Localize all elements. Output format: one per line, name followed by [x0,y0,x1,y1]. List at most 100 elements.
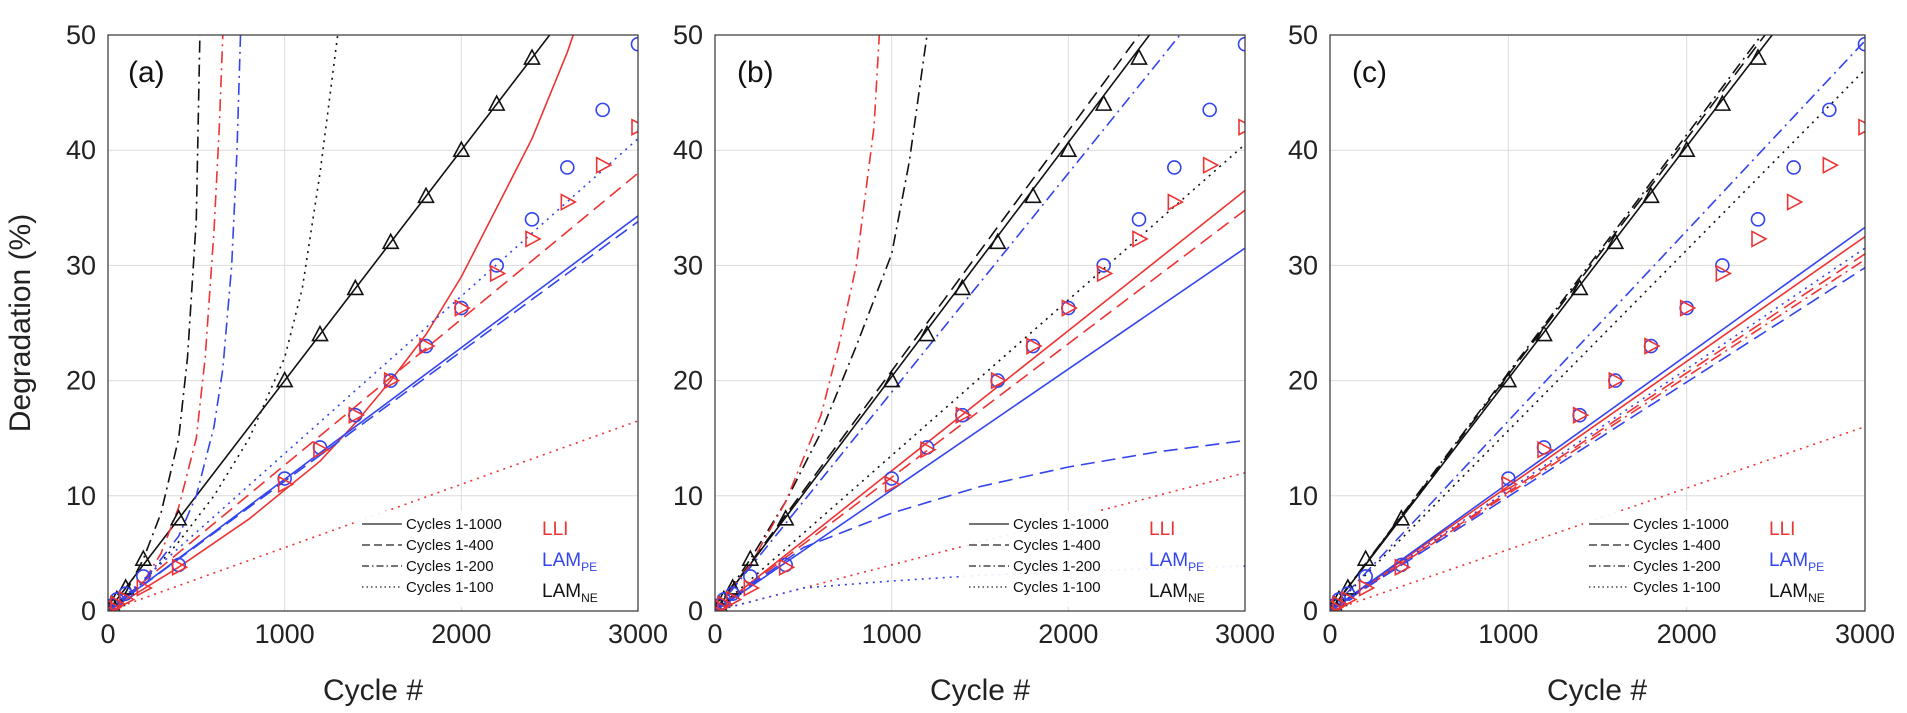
y-tick-label: 30 [66,250,96,280]
data-point [882,370,901,388]
series-line [715,35,881,611]
series-line [1330,69,1865,611]
series-line [108,35,242,611]
data-point [381,232,400,250]
x-tick-label: 1000 [255,619,315,649]
series-line [715,143,1245,611]
data-point [918,324,936,342]
data-point [1096,264,1114,283]
y-tick-label: 0 [81,596,96,626]
legend-line-label: Cycles 1-100 [1633,579,1721,596]
legend-line-label: Cycles 1-200 [1633,558,1721,575]
data-point [1572,406,1590,424]
legend-mechanism-label: LLI [1769,519,1795,540]
data-point [525,230,542,248]
data-point [1332,595,1349,611]
legend-mechanism-label: LLI [1149,519,1175,540]
y-tick-label: 20 [66,366,96,396]
data-point [1857,36,1865,52]
data-point [311,324,329,342]
data-point [988,232,1007,250]
data-point [1644,337,1661,355]
data-point [1537,440,1554,459]
data-point [920,440,937,459]
panel-a: 0 1000 2000 3000 0 10 20 30 40 50 (a) Cycle # Cyc… [66,20,668,707]
series-line [108,35,224,611]
data-point [108,601,114,611]
data-point [723,578,742,595]
data-point [990,371,1008,390]
data-point [523,48,541,65]
data-point [1786,193,1804,211]
data-point [277,475,295,494]
y-tick-label: 40 [66,135,96,165]
data-point [454,299,472,317]
series-line [1330,235,1865,611]
data-point [1713,94,1732,111]
series-line [108,172,638,611]
legend-line-label: Cycles 1-200 [1013,558,1101,575]
y-tick-label: 50 [66,20,96,50]
data-point [1822,102,1837,118]
data-point [560,160,575,175]
data-point [1237,36,1245,52]
data-point [1786,160,1801,175]
data-point [110,595,127,611]
data-point [313,440,330,459]
legend-box [356,511,636,607]
data-point [419,337,436,355]
x-tick-label: 3000 [608,619,668,649]
data-point [383,371,401,390]
data-point [560,193,578,211]
data-point [1330,605,1340,611]
x-axis-label: Cycle # [1547,674,1647,707]
data-point [1822,156,1840,175]
panel-c: 0 1000 2000 3000 0 10 20 30 40 50 (c) Cycle # Cyc… [1288,20,1895,707]
legend-line-label: Cycles 1-1000 [1013,516,1109,533]
plot-frame [1329,34,1866,612]
series-line [1330,35,1774,611]
data-point [171,558,189,577]
x-tick-label: 0 [1322,619,1337,649]
x-tick-label: 2000 [1657,619,1717,649]
data-point [717,595,734,611]
data-point [630,36,638,52]
panel-label: (b) [737,56,774,89]
data-point [1330,599,1345,611]
data-point [118,590,136,609]
y-tick-label: 30 [673,250,703,280]
data-point [1024,186,1042,204]
y-tick-label: 20 [673,366,703,396]
data-point [136,579,154,597]
series-line [1330,226,1865,611]
data-point [1608,371,1626,390]
legend-mechanism-label: LLI [542,519,568,540]
legend-line-label: Cycles 1-100 [1013,579,1101,596]
x-tick-label: 1000 [862,619,922,649]
series-line [1330,40,1865,611]
data-point [1131,212,1147,227]
legend-mechanism-label: LAMNE [1149,581,1205,605]
x-tick-label: 1000 [1478,619,1538,649]
legend-box [1583,511,1863,607]
y-tick-label: 0 [1303,596,1318,626]
data-point [108,599,123,611]
x-tick-label: 3000 [1215,619,1275,649]
x-tick-label: 0 [100,619,115,649]
series-line [715,35,1140,611]
series-line [715,35,1151,611]
data-point [1026,337,1043,355]
legend-line-label: Cycles 1-400 [1633,537,1721,554]
data-point [743,579,761,597]
panel-label: (a) [128,56,165,89]
data-point [1715,264,1733,283]
data-point [725,590,743,609]
series-line [715,247,1245,611]
series-line [108,220,638,611]
data-point [715,601,721,611]
data-point [275,370,294,388]
data-point [169,509,188,526]
data-point [417,186,435,204]
data-point [953,278,972,296]
data-point [1394,558,1412,577]
